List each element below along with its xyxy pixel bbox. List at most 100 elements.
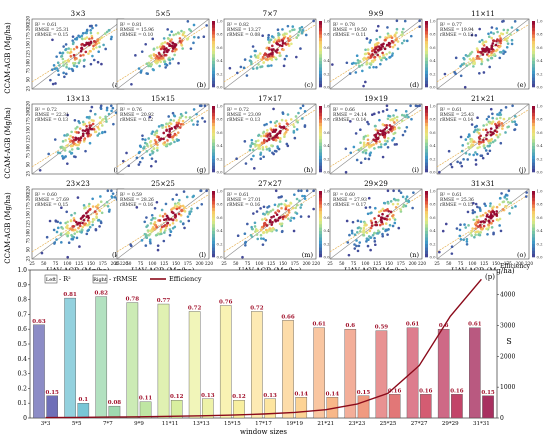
scatter-point bbox=[145, 235, 148, 239]
scatter-point bbox=[300, 25, 304, 29]
scatter-point bbox=[394, 205, 398, 209]
scatter-point bbox=[69, 134, 72, 138]
scatter-point bbox=[287, 39, 291, 43]
scatter-point bbox=[275, 229, 278, 232]
scatter-point bbox=[487, 219, 491, 223]
scatter-point bbox=[373, 112, 376, 116]
scatter-point bbox=[69, 50, 73, 54]
scatter-point bbox=[171, 57, 175, 61]
scatter-point bbox=[172, 33, 175, 37]
scatter-point bbox=[75, 230, 79, 234]
colorbar-tick: 1.0 bbox=[537, 189, 544, 194]
scatter-point bbox=[490, 226, 494, 229]
scatter-point bbox=[79, 49, 83, 53]
scatter-point bbox=[287, 217, 290, 221]
scatter-point bbox=[466, 210, 470, 214]
scatter-point bbox=[164, 125, 168, 129]
scatter-point bbox=[166, 42, 169, 45]
scatter-point bbox=[92, 127, 96, 131]
scatter-point bbox=[377, 111, 381, 114]
colorbar-segment bbox=[425, 165, 428, 169]
scatter-point bbox=[86, 130, 90, 133]
colorbar-tick: 0.2 bbox=[324, 241, 331, 246]
scatter-point bbox=[271, 52, 274, 56]
colorbar-segment bbox=[212, 200, 215, 205]
scatter-point bbox=[362, 233, 366, 237]
scatter-point bbox=[150, 157, 154, 160]
scatter-point bbox=[395, 118, 399, 122]
colorbar-segment bbox=[425, 50, 428, 55]
scatter-point bbox=[111, 106, 115, 110]
scatter-point bbox=[307, 215, 311, 218]
scatter-point bbox=[392, 189, 395, 193]
scatter-point bbox=[379, 209, 383, 213]
scatter-point bbox=[354, 62, 358, 65]
scatter-point bbox=[483, 220, 486, 224]
scatter-point bbox=[278, 140, 282, 143]
scatter-point bbox=[252, 154, 255, 158]
scatter-point bbox=[71, 140, 75, 143]
colorbar-segment bbox=[532, 47, 535, 51]
scatter-point bbox=[53, 67, 57, 70]
x-tick-label: 220 bbox=[312, 261, 320, 266]
x-tick-label: 175 bbox=[99, 261, 107, 266]
scatter-point bbox=[499, 141, 503, 145]
scatter-point bbox=[365, 237, 369, 240]
colorbar-segment bbox=[532, 220, 535, 225]
scatter-point bbox=[496, 38, 499, 41]
rrmse-bar bbox=[139, 401, 152, 419]
scatter-point bbox=[181, 47, 184, 50]
scatter-point bbox=[491, 140, 495, 144]
panel-r2: R² = 0.76 bbox=[120, 107, 142, 113]
colorbar-segment bbox=[212, 30, 215, 35]
category-label: 9*9 bbox=[134, 421, 144, 427]
scatter-point bbox=[466, 135, 470, 139]
scatter-point bbox=[447, 149, 451, 153]
scatter-point bbox=[84, 149, 87, 153]
scatter-point bbox=[273, 130, 277, 133]
scatter-point bbox=[286, 37, 290, 40]
scatter-point bbox=[470, 234, 474, 237]
scatter-point bbox=[271, 44, 274, 48]
scatter-point bbox=[495, 124, 498, 127]
colorbar-tick: 0.4 bbox=[217, 58, 224, 63]
scatter-point bbox=[514, 205, 517, 208]
colorbar-segment bbox=[532, 115, 535, 120]
scatter-point bbox=[492, 49, 495, 53]
colorbar-segment bbox=[319, 247, 322, 251]
panel-rmse: RMSE = 20.92 bbox=[120, 112, 154, 118]
colorbar-segment bbox=[532, 67, 535, 71]
scatter-point bbox=[464, 138, 468, 141]
scatter-point bbox=[76, 223, 79, 226]
scatter-point bbox=[499, 196, 502, 200]
scatter-point bbox=[510, 38, 514, 42]
scatter-point bbox=[513, 20, 517, 23]
colorbar-segment bbox=[319, 152, 322, 156]
scatter-point bbox=[262, 155, 265, 159]
scatter-point bbox=[497, 120, 501, 124]
colorbar-segment bbox=[319, 204, 322, 208]
colorbar-tick: 1.0 bbox=[324, 104, 331, 109]
scatter-point bbox=[173, 206, 176, 210]
scatter-point bbox=[97, 127, 101, 131]
colorbar-segment bbox=[319, 21, 322, 25]
scatter-point bbox=[105, 120, 108, 123]
scatter-point bbox=[474, 158, 478, 162]
x-tick-label: 50 bbox=[446, 261, 452, 266]
scatter-point bbox=[258, 147, 262, 150]
scatter-point bbox=[506, 42, 510, 45]
scatter-point bbox=[252, 212, 255, 215]
panel-rrmse: rRMSE = 0.14 bbox=[333, 117, 366, 123]
panel-rrmse: rRMSE = 0.15 bbox=[440, 202, 473, 208]
scatter-point bbox=[177, 202, 181, 206]
scatter-point bbox=[283, 57, 287, 61]
scatter-point bbox=[168, 130, 171, 133]
scatter-point bbox=[81, 129, 85, 132]
colorbar-segment bbox=[425, 27, 428, 32]
colorbar-tick: 0.8 bbox=[537, 202, 544, 207]
scatter-point bbox=[267, 38, 270, 41]
scatter-point bbox=[150, 63, 154, 66]
scatter-point bbox=[297, 30, 301, 34]
scatter-point bbox=[385, 52, 388, 56]
